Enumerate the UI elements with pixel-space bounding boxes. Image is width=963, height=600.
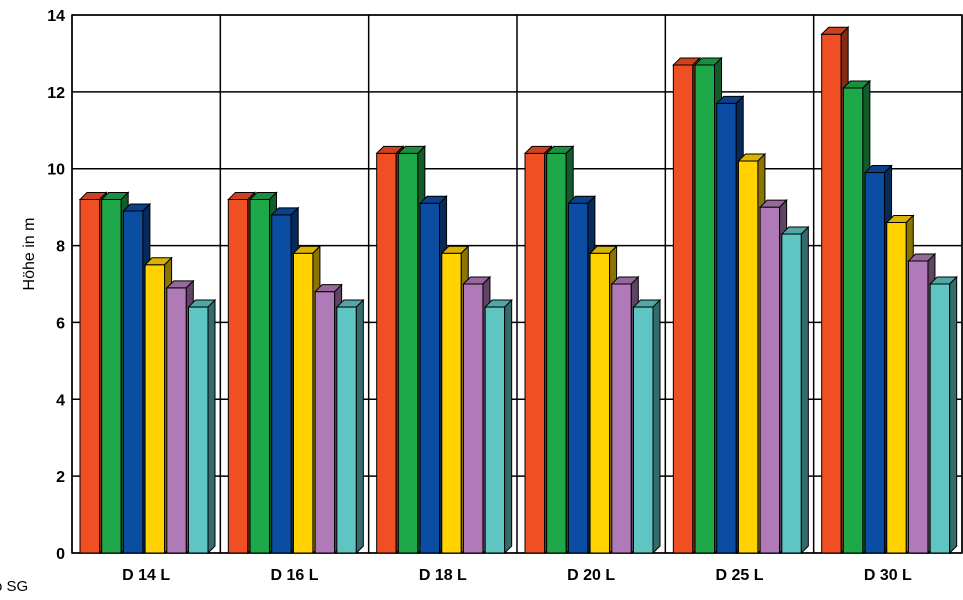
corner-note: o SG bbox=[0, 578, 29, 595]
bar-front bbox=[694, 64, 716, 554]
bar-front bbox=[611, 283, 632, 554]
bar-front bbox=[292, 252, 314, 554]
y-tick-label: 12 bbox=[47, 85, 65, 102]
bar-front bbox=[737, 160, 759, 554]
bar-front bbox=[397, 152, 419, 554]
bar bbox=[335, 298, 365, 555]
y-tick-label: 2 bbox=[56, 469, 65, 486]
bar-front bbox=[821, 33, 842, 554]
x-tick-label: D 18 L bbox=[419, 567, 467, 584]
bar-front bbox=[166, 287, 187, 554]
bar-side bbox=[504, 298, 513, 555]
x-tick-label: D 25 L bbox=[715, 567, 763, 584]
bar-front bbox=[314, 291, 336, 554]
bar-front bbox=[633, 306, 654, 554]
bar-side bbox=[207, 298, 216, 555]
x-tick-label: D 16 L bbox=[270, 567, 318, 584]
y-tick-label: 4 bbox=[56, 392, 65, 409]
bar-front bbox=[589, 252, 611, 554]
bar-front bbox=[672, 64, 694, 554]
bar-side bbox=[652, 298, 661, 555]
bar-front bbox=[441, 252, 462, 554]
bar-front bbox=[227, 198, 249, 554]
bar bbox=[632, 298, 662, 555]
bar-front bbox=[249, 198, 271, 554]
bar-side bbox=[800, 225, 809, 555]
y-tick-label: 6 bbox=[56, 315, 65, 332]
y-axis-label: Höhe in m bbox=[21, 218, 38, 291]
bar-front bbox=[567, 202, 589, 554]
bar-front bbox=[864, 172, 886, 554]
bar-front bbox=[929, 283, 951, 554]
bar-front bbox=[524, 152, 545, 554]
bar-side bbox=[949, 275, 958, 555]
bar bbox=[928, 275, 958, 555]
bar-front bbox=[462, 283, 484, 554]
y-tick-label: 10 bbox=[47, 162, 65, 179]
bar-front bbox=[188, 306, 209, 554]
bar-front bbox=[144, 264, 166, 554]
bar-front bbox=[79, 198, 100, 554]
bar-front bbox=[716, 102, 737, 554]
bar-front bbox=[546, 152, 567, 554]
bar-side bbox=[355, 298, 364, 555]
y-tick-label: 8 bbox=[56, 239, 65, 256]
bar-front bbox=[484, 306, 506, 554]
x-tick-label: D 30 L bbox=[864, 567, 912, 584]
x-tick-label: D 20 L bbox=[567, 567, 615, 584]
bar-front bbox=[419, 202, 441, 554]
bar-front bbox=[886, 222, 907, 554]
bar-front bbox=[907, 260, 929, 554]
bar bbox=[187, 298, 217, 555]
y-tick-label: 14 bbox=[47, 8, 65, 25]
x-tick-label: D 14 L bbox=[122, 567, 170, 584]
bar-front bbox=[781, 233, 802, 554]
bar-front bbox=[336, 306, 357, 554]
bar bbox=[483, 298, 513, 555]
plot-border bbox=[71, 14, 963, 554]
bar-front bbox=[101, 198, 122, 554]
bar-front bbox=[376, 152, 397, 554]
bar-front bbox=[759, 206, 781, 554]
bar-front bbox=[842, 87, 864, 554]
bar bbox=[780, 225, 810, 555]
bar-front bbox=[271, 214, 292, 554]
bar-front bbox=[122, 210, 144, 554]
y-tick-label: 0 bbox=[56, 546, 65, 563]
